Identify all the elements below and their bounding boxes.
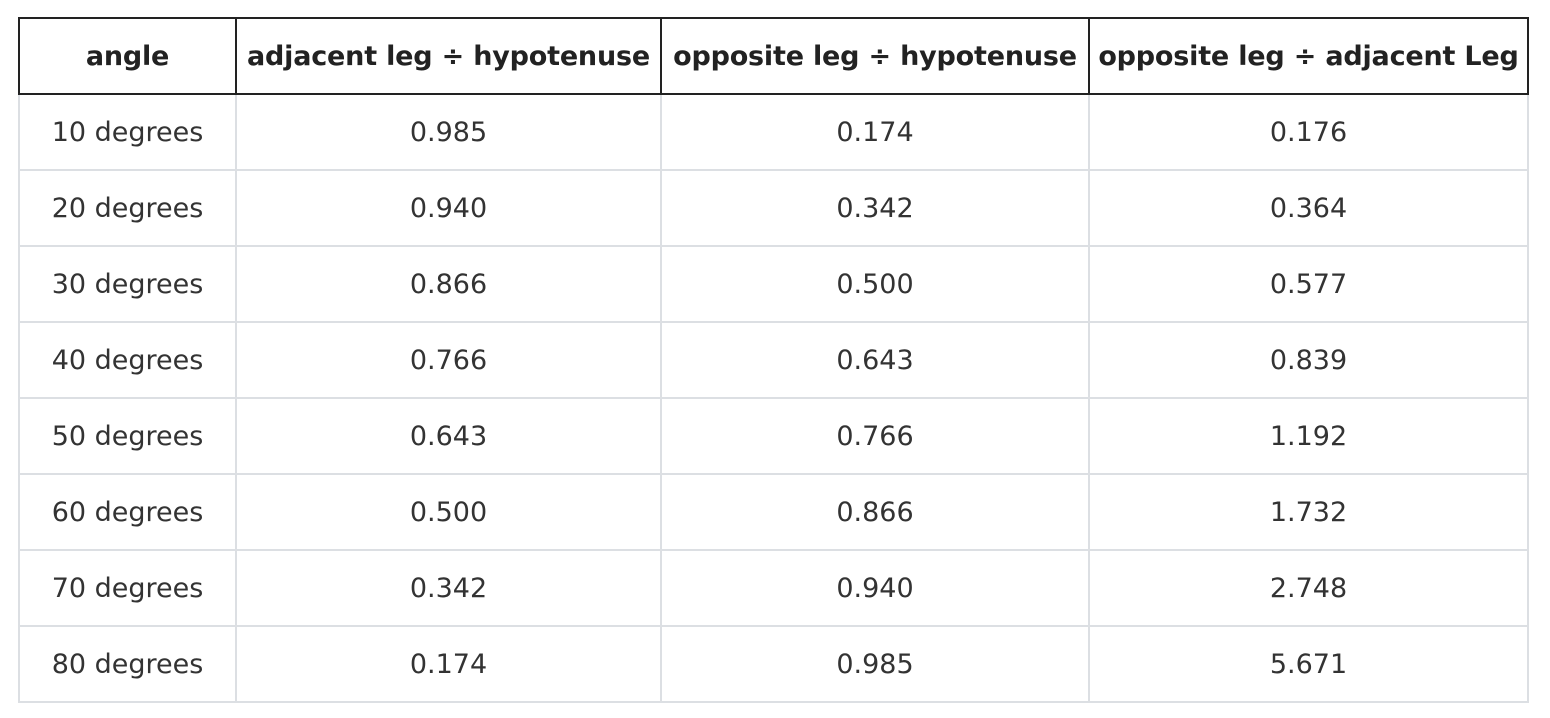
cell-opposite-over-hypotenuse: 0.500: [660, 245, 1090, 323]
cell-angle: 30 degrees: [18, 245, 237, 323]
cell-opposite-over-hypotenuse: 0.866: [660, 473, 1090, 551]
cell-adjacent-over-hypotenuse: 0.174: [235, 625, 662, 703]
header-adjacent-over-hypotenuse: adjacent leg ÷ hypotenuse: [235, 17, 662, 95]
header-row: angle adjacent leg ÷ hypotenuse opposite…: [18, 17, 1529, 95]
cell-adjacent-over-hypotenuse: 0.940: [235, 169, 662, 247]
header-opposite-over-hypotenuse: opposite leg ÷ hypotenuse: [660, 17, 1090, 95]
cell-adjacent-over-hypotenuse: 0.766: [235, 321, 662, 399]
table-row: 20 degrees 0.940 0.342 0.364: [18, 169, 1529, 247]
cell-adjacent-over-hypotenuse: 0.500: [235, 473, 662, 551]
cell-angle: 10 degrees: [18, 93, 237, 171]
cell-opposite-over-hypotenuse: 0.174: [660, 93, 1090, 171]
table-row: 70 degrees 0.342 0.940 2.748: [18, 549, 1529, 627]
table-row: 10 degrees 0.985 0.174 0.176: [18, 93, 1529, 171]
table-row: 80 degrees 0.174 0.985 5.671: [18, 625, 1529, 703]
cell-opposite-over-adjacent: 0.176: [1088, 93, 1529, 171]
table-body: 10 degrees 0.985 0.174 0.176 20 degrees …: [18, 93, 1529, 703]
table-row: 60 degrees 0.500 0.866 1.732: [18, 473, 1529, 551]
cell-opposite-over-adjacent: 0.577: [1088, 245, 1529, 323]
header-opposite-over-adjacent: opposite leg ÷ adjacent Leg: [1088, 17, 1529, 95]
cell-opposite-over-hypotenuse: 0.985: [660, 625, 1090, 703]
cell-opposite-over-adjacent: 1.732: [1088, 473, 1529, 551]
trig-ratio-table: angle adjacent leg ÷ hypotenuse opposite…: [18, 17, 1529, 703]
cell-opposite-over-adjacent: 0.364: [1088, 169, 1529, 247]
trig-ratio-table-container: angle adjacent leg ÷ hypotenuse opposite…: [18, 17, 1529, 703]
cell-opposite-over-hypotenuse: 0.766: [660, 397, 1090, 475]
cell-adjacent-over-hypotenuse: 0.866: [235, 245, 662, 323]
cell-opposite-over-adjacent: 1.192: [1088, 397, 1529, 475]
cell-opposite-over-hypotenuse: 0.940: [660, 549, 1090, 627]
cell-opposite-over-adjacent: 5.671: [1088, 625, 1529, 703]
cell-angle: 70 degrees: [18, 549, 237, 627]
cell-opposite-over-adjacent: 0.839: [1088, 321, 1529, 399]
cell-opposite-over-hypotenuse: 0.342: [660, 169, 1090, 247]
cell-opposite-over-adjacent: 2.748: [1088, 549, 1529, 627]
table-row: 30 degrees 0.866 0.500 0.577: [18, 245, 1529, 323]
table-header: angle adjacent leg ÷ hypotenuse opposite…: [18, 17, 1529, 95]
cell-opposite-over-hypotenuse: 0.643: [660, 321, 1090, 399]
cell-angle: 20 degrees: [18, 169, 237, 247]
cell-angle: 60 degrees: [18, 473, 237, 551]
cell-adjacent-over-hypotenuse: 0.643: [235, 397, 662, 475]
cell-adjacent-over-hypotenuse: 0.985: [235, 93, 662, 171]
cell-angle: 40 degrees: [18, 321, 237, 399]
cell-angle: 50 degrees: [18, 397, 237, 475]
table-row: 50 degrees 0.643 0.766 1.192: [18, 397, 1529, 475]
table-row: 40 degrees 0.766 0.643 0.839: [18, 321, 1529, 399]
cell-adjacent-over-hypotenuse: 0.342: [235, 549, 662, 627]
cell-angle: 80 degrees: [18, 625, 237, 703]
header-angle: angle: [18, 17, 237, 95]
